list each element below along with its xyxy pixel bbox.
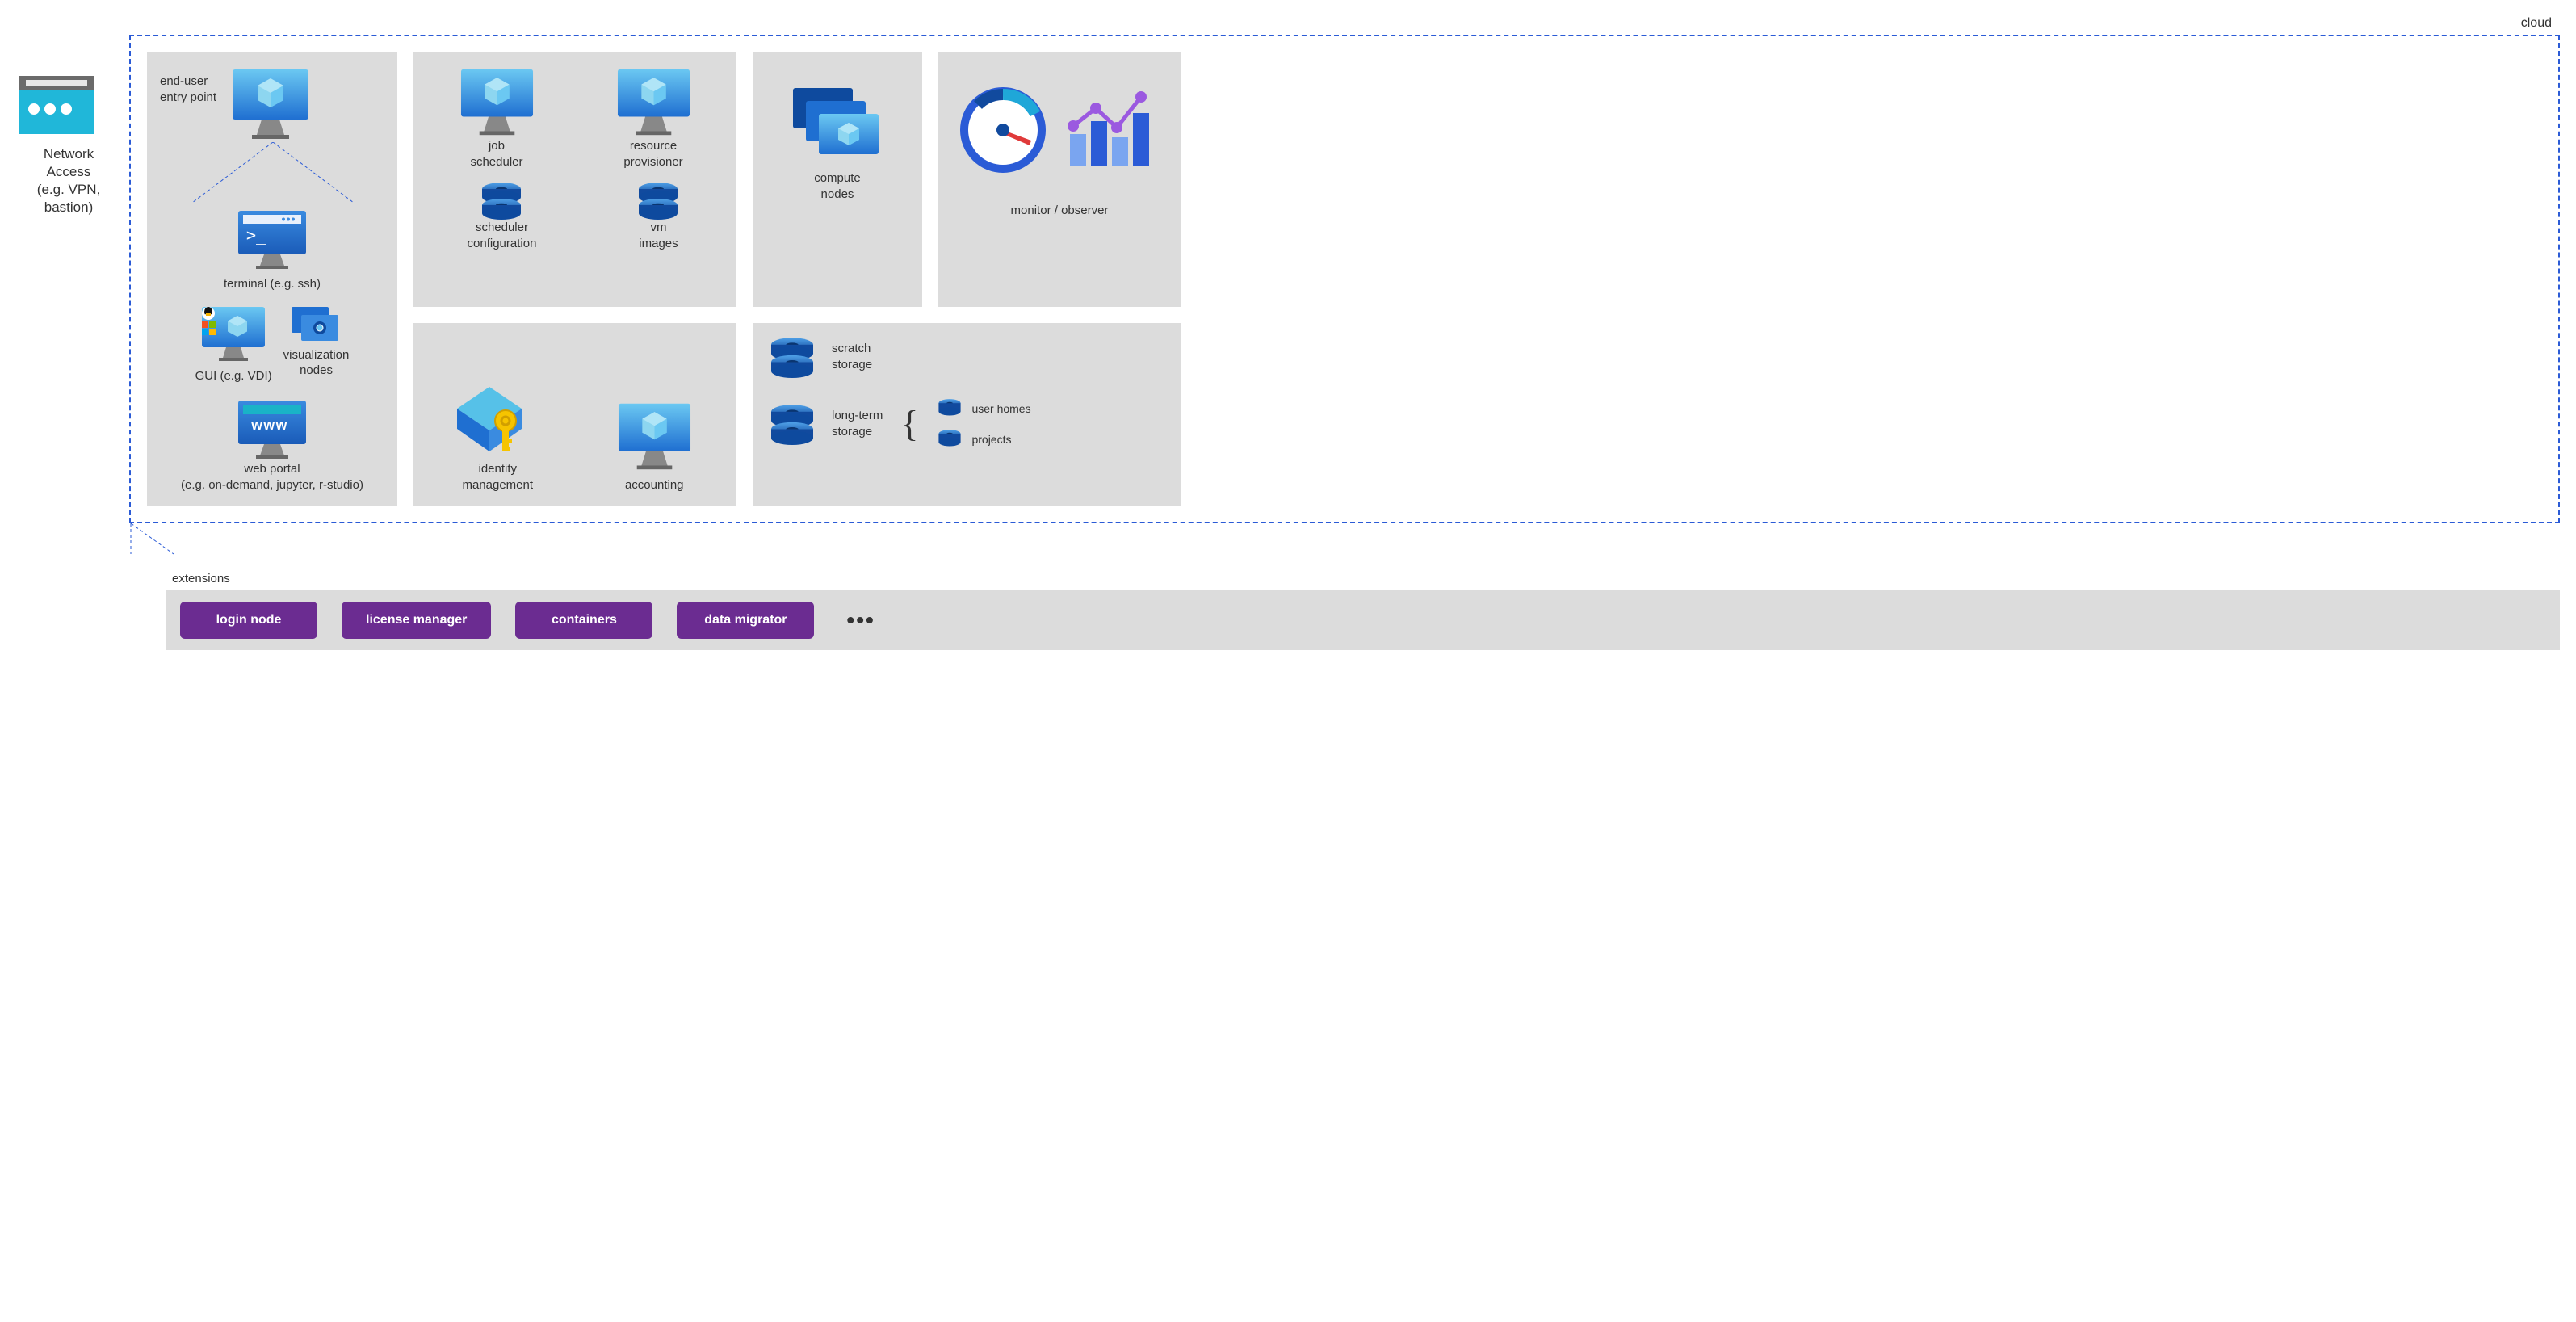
accounting-label: accounting [625,477,684,493]
web-portal-icon: WWW [232,397,313,461]
web-portal-item: WWW web portal (e.g. on-demand, jupyter,… [160,397,384,493]
network-access-block: Network Access (e.g. VPN, bastion) [16,16,121,216]
storage-panel: scratch storage long-term storage { user h… [753,323,1181,506]
identity-item: identity management [453,380,542,493]
text: management [462,478,533,492]
text: scheduler [476,220,528,234]
identity-icon [453,380,542,461]
extensions-strip: extensions login node license manager co… [166,572,2560,650]
gui-monitor-icon [197,304,270,363]
job-scheduler-item: job scheduler [455,65,539,170]
monitor-cube-icon [455,65,539,138]
network-access-label: Network Access (e.g. VPN, bastion) [16,145,121,216]
text: (e.g. VPN, [37,182,100,197]
text: scheduler [470,155,522,169]
gui-label: GUI (e.g. VDI) [195,368,272,384]
visualization-nodes-item: visualization nodes [283,304,350,379]
gui-item: GUI (e.g. VDI) [195,304,272,384]
text: compute [814,171,861,185]
disk-stack-icon [477,181,526,220]
small-disk-icon [936,397,963,420]
longterm-storage-label: long-term storage [832,408,883,439]
terminal-item: >_ terminal (e.g. ssh) [160,207,384,292]
terminal-icon: >_ [232,207,313,271]
architecture-diagram: Network Access (e.g. VPN, bastion) cloud… [16,16,2560,650]
ext-license-manager: license manager [342,602,491,639]
text: images [639,237,678,250]
scheduler-config-item: scheduler configuration [468,181,537,251]
compute-panel: compute nodes [753,52,922,307]
text: vm [650,220,666,234]
resource-provisioner-item: resource provisioner [611,65,696,170]
scratch-storage-label: scratch storage [832,341,872,372]
browser-window-icon [16,73,97,137]
text: configuration [468,237,537,250]
projects-item: projects [936,428,1030,451]
text: scratch [832,342,871,355]
scheduler-config-label: scheduler configuration [468,220,537,251]
identity-label: identity management [462,461,533,493]
brace-icon: { [900,402,918,445]
svg-text:WWW: WWW [251,419,287,433]
user-homes-item: user homes [936,397,1030,420]
text: identity [478,462,517,476]
text: storage [832,358,872,371]
ext-more-icon: ••• [838,607,883,633]
text: Network [44,146,94,162]
extensions-bar: login node license manager containers da… [166,590,2560,650]
stacked-monitors-icon [288,304,345,347]
text: (e.g. on-demand, jupyter, r-studio) [181,478,363,492]
job-scheduler-label: job scheduler [470,138,522,170]
monitor-label: monitor / observer [951,203,1168,219]
monitor-cube-icon [226,65,315,142]
end-user-label: end-user entry point [160,73,216,105]
scheduler-panel: job scheduler resource provisioner schedul… [413,52,736,307]
disk-stack-icon [634,181,682,220]
entry-panel: end-user entry point [147,52,397,506]
text: nodes [821,187,854,201]
terminal-label: terminal (e.g. ssh) [224,276,321,292]
ext-login-node: login node [180,602,317,639]
text: Access [47,164,91,179]
text: storage [832,425,872,439]
ext-containers: containers [515,602,652,639]
identity-accounting-panel: identity management accounting [413,323,736,506]
vm-images-label: vm images [639,220,678,251]
visualization-label: visualization nodes [283,347,350,379]
disk-stack-icon [766,336,819,378]
web-portal-label: web portal (e.g. on-demand, jupyter, r-s… [181,461,363,493]
monitor-panel: monitor / observer [938,52,1181,307]
text: end-user [160,74,208,88]
vm-images-item: vm images [634,181,682,251]
accounting-item: accounting [612,400,697,493]
ext-data-migrator: data migrator [677,602,814,639]
text: bastion) [44,199,93,215]
user-homes-label: user homes [971,402,1030,415]
extensions-title: extensions [166,572,2560,585]
fan-connector-lines [160,142,386,207]
cloud-box: end-user entry point [129,35,2560,523]
text: long-term [832,409,883,422]
text: provisioner [623,155,682,169]
svg-text:>_: >_ [246,225,266,245]
resource-provisioner-label: resource provisioner [623,138,682,170]
stacked-monitors-cube-icon [785,82,890,170]
bar-line-chart-icon [1064,86,1160,174]
text: resource [630,139,677,153]
monitor-cube-icon [611,65,696,138]
text: visualization [283,348,350,362]
cloud-label: cloud [129,16,2560,35]
extension-connector-lines [129,523,186,556]
text: web portal [244,462,300,476]
cloud-area: cloud end-user entry point [129,16,2560,650]
gauge-icon [959,86,1047,174]
compute-nodes-label: compute nodes [814,170,861,202]
projects-label: projects [971,433,1011,446]
small-disk-icon [936,428,963,451]
text: entry point [160,90,216,104]
monitor-cube-icon [612,400,697,472]
text: nodes [300,363,333,377]
text: job [489,139,505,153]
disk-stack-icon [766,403,819,445]
